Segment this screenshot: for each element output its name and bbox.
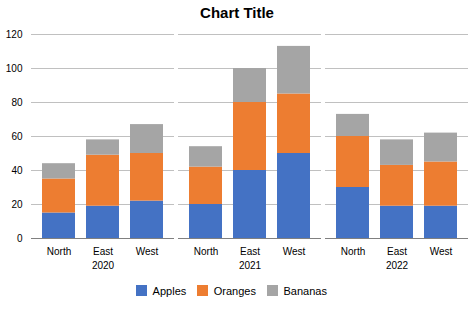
svg-text:2022: 2022: [385, 260, 408, 271]
svg-text:West: West: [282, 246, 305, 257]
html-text:Apples: Apples: [152, 284, 187, 297]
svg-text:West: West: [135, 246, 158, 257]
svg-text:North: North: [340, 246, 364, 257]
html-text:Chart Title: Chart Title: [200, 4, 274, 21]
svg-text:East: East: [386, 246, 406, 257]
svg-text:North: North: [46, 246, 70, 257]
svg-text:North: North: [193, 246, 217, 257]
svg-text:120: 120: [5, 29, 22, 40]
svg-text:West: West: [429, 246, 452, 257]
html-text:Oranges: Oranges: [213, 284, 256, 297]
svg-text:40: 40: [11, 165, 23, 176]
svg-text:20: 20: [11, 199, 23, 210]
html-text:Bananas: Bananas: [283, 284, 327, 297]
svg-text:100: 100: [5, 63, 22, 74]
svg-text:East: East: [239, 246, 259, 257]
svg-text:2021: 2021: [238, 260, 261, 271]
svg-text:80: 80: [11, 97, 23, 108]
svg-text:East: East: [92, 246, 112, 257]
svg-text:0: 0: [16, 233, 22, 244]
svg-text:2020: 2020: [91, 260, 114, 271]
svg-text:60: 60: [11, 131, 23, 142]
